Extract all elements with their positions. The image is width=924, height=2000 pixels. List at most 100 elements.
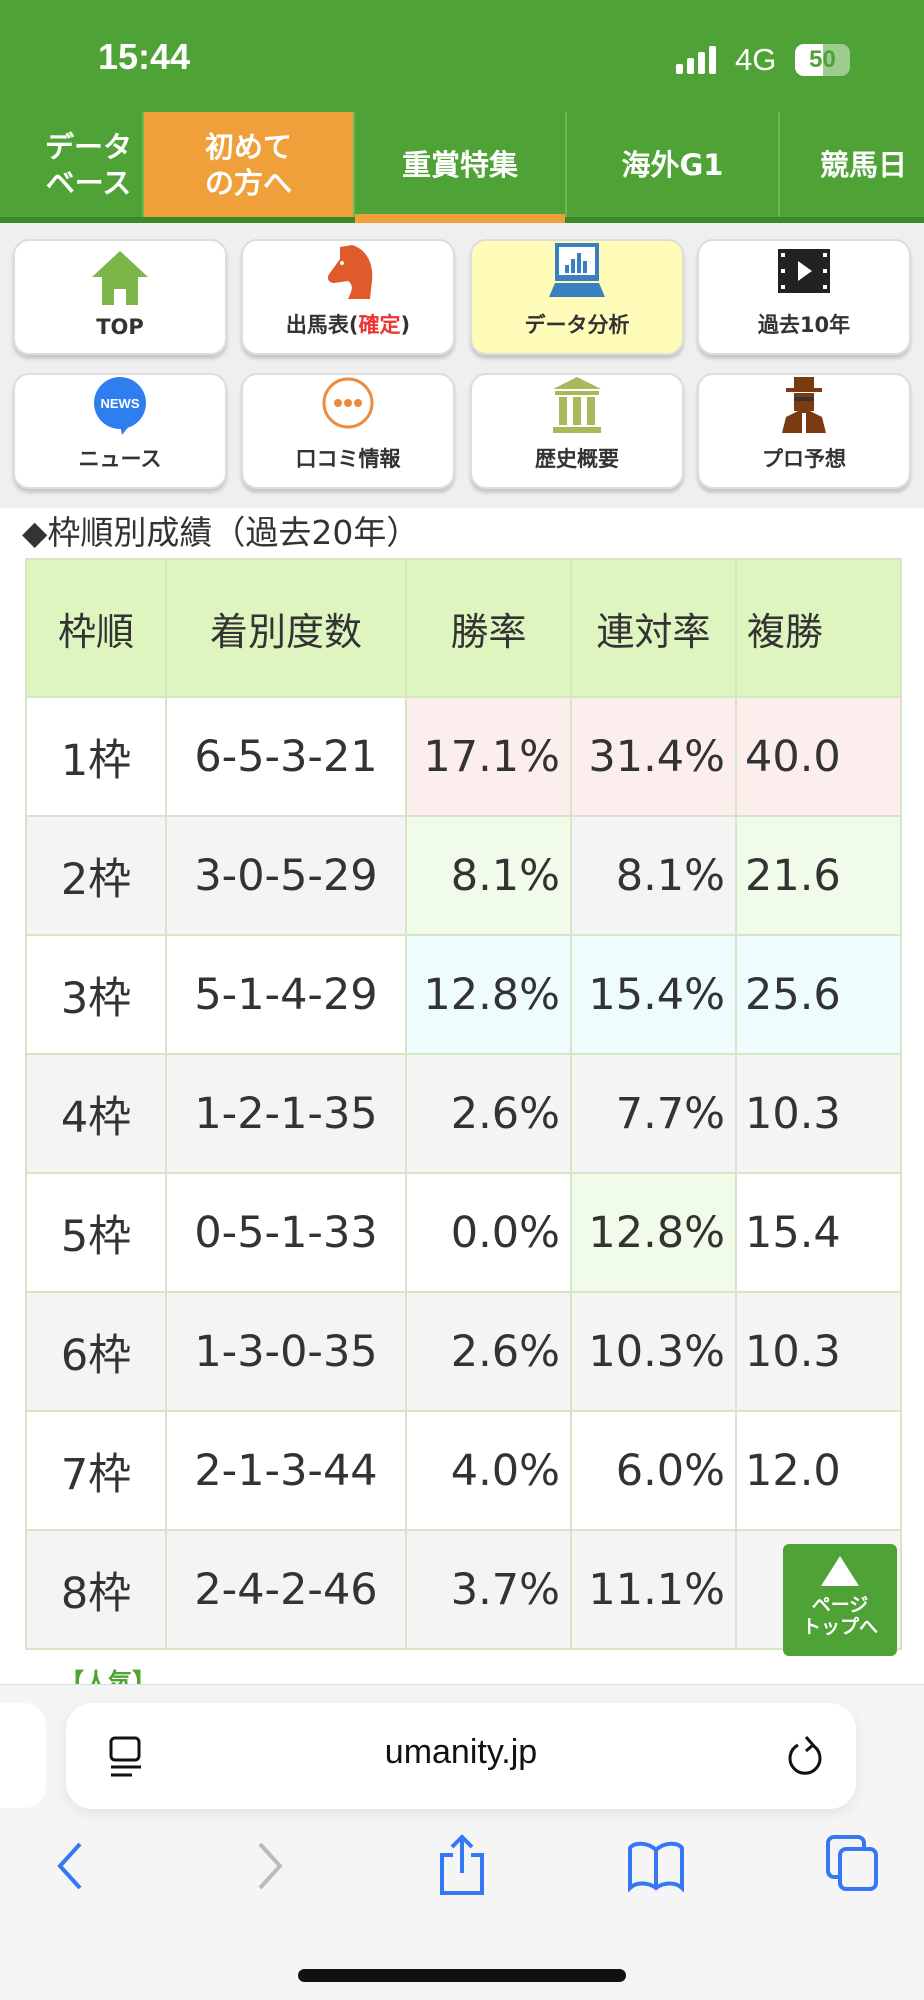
page-top-button[interactable]: ページ トップへ: [783, 1544, 897, 1656]
tab-graded-races[interactable]: 重賞特集: [355, 112, 567, 223]
previous-tab-bar[interactable]: [0, 1703, 46, 1808]
header-record: 着別度数: [165, 558, 407, 698]
label-main: 出馬表(: [285, 313, 359, 337]
url-text: umanity.jp: [384, 1733, 538, 1771]
cell-quinella-rate: 15.4%: [570, 934, 737, 1055]
cell-frame: 2枠: [25, 815, 167, 936]
battery-icon: 50: [795, 44, 850, 76]
news-bubble-icon: NEWS: [94, 377, 146, 435]
cell-place-rate: 10.3: [735, 1291, 902, 1412]
tab-label: 初めて の方へ: [204, 129, 292, 200]
tab-label: 重賞特集: [401, 147, 518, 182]
cell-win-rate: 3.7%: [405, 1529, 572, 1650]
page-top-label: ページ: [811, 1594, 869, 1616]
table-row: 3枠 5-1-4-29 12.8% 15.4% 25.6: [25, 934, 902, 1055]
cell-record: 1-3-0-35: [165, 1291, 407, 1412]
menu-top-button[interactable]: TOP: [13, 239, 227, 355]
menu-reviews-button[interactable]: 口コミ情報: [241, 373, 455, 489]
menu-entries-button[interactable]: 出馬表(確定): [241, 239, 455, 355]
tabs-icon[interactable]: [824, 1833, 880, 1893]
cell-record: 2-4-2-46: [165, 1529, 407, 1650]
tab-racing-calendar[interactable]: 競馬日: [780, 112, 924, 217]
news-icon-text: NEWS: [101, 396, 140, 411]
page-top-label: トップへ: [801, 1616, 878, 1638]
address-bar[interactable]: umanity.jp: [66, 1703, 856, 1809]
cell-win-rate: 4.0%: [405, 1410, 572, 1531]
museum-icon: [553, 377, 601, 433]
table-row: 2枠 3-0-5-29 8.1% 8.1% 21.6: [25, 815, 902, 936]
section-title: ◆枠順別成績（過去20年）: [22, 513, 420, 552]
home-indicator[interactable]: [298, 1969, 626, 1982]
label-confirmed: 確定: [358, 313, 401, 337]
label-end: ): [400, 313, 411, 337]
cell-record: 2-1-3-44: [165, 1410, 407, 1531]
tab-beginners[interactable]: 初めて の方へ: [144, 112, 355, 217]
cell-record: 1-2-1-35: [165, 1053, 407, 1174]
cell-quinella-rate: 31.4%: [570, 696, 737, 817]
tab-database[interactable]: データ ベース: [0, 112, 144, 217]
cell-frame: 8枠: [25, 1529, 167, 1650]
status-bar: 15:44 4G 50: [0, 0, 924, 112]
share-icon[interactable]: [436, 1833, 488, 1897]
house-icon: [92, 251, 148, 305]
menu-label: TOP: [96, 315, 144, 339]
table-row: 5枠 0-5-1-33 0.0% 12.8% 15.4: [25, 1172, 902, 1293]
header-place-rate: 複勝: [735, 558, 902, 698]
menu-past-10-years-button[interactable]: 過去10年: [697, 239, 911, 355]
cell-place-rate: 21.6: [735, 815, 902, 936]
cell-quinella-rate: 12.8%: [570, 1172, 737, 1293]
cell-frame: 1枠: [25, 696, 167, 817]
chat-bubble-icon: [322, 377, 374, 429]
cell-win-rate: 8.1%: [405, 815, 572, 936]
menu-label: ニュース: [78, 447, 162, 471]
menu-pro-picks-button[interactable]: プロ予想: [697, 373, 911, 489]
cell-place-rate: 15.4: [735, 1172, 902, 1293]
reload-icon[interactable]: [786, 1735, 826, 1779]
table-header-row: 枠順 着別度数 勝率 連対率 複勝: [25, 558, 902, 698]
clock: 15:44: [98, 36, 191, 77]
cell-win-rate: 2.6%: [405, 1053, 572, 1174]
header-win-rate: 勝率: [405, 558, 572, 698]
cell-frame: 3枠: [25, 934, 167, 1055]
menu-label: 歴史概要: [535, 447, 619, 471]
forward-icon[interactable]: [252, 1840, 288, 1892]
back-icon[interactable]: [52, 1840, 88, 1892]
menu-news-button[interactable]: NEWS ニュース: [13, 373, 227, 489]
cell-win-rate: 17.1%: [405, 696, 572, 817]
menu-data-analysis-button[interactable]: データ分析: [470, 239, 684, 355]
tab-overseas-g1[interactable]: 海外G1: [567, 112, 780, 217]
frame-stats-table[interactable]: 枠順 着別度数 勝率 連対率 複勝 1枠 6-5-3-21 17.1% 31.4% 40…: [25, 558, 902, 1650]
cell-quinella-rate: 11.1%: [570, 1529, 737, 1650]
menu-label: 出馬表(確定): [286, 309, 410, 339]
cell-place-rate: 25.6: [735, 934, 902, 1055]
menu-label: プロ予想: [762, 447, 846, 471]
bookmarks-icon[interactable]: [626, 1840, 686, 1892]
battery-level: 50: [809, 46, 836, 73]
table-row: 4枠 1-2-1-35 2.6% 7.7% 10.3: [25, 1053, 902, 1174]
header-frame: 枠順: [25, 558, 167, 698]
cell-frame: 4枠: [25, 1053, 167, 1174]
menu-history-button[interactable]: 歴史概要: [470, 373, 684, 489]
laptop-chart-icon: [549, 243, 605, 297]
table-row: 8枠 2-4-2-46 3.7% 11.1%: [25, 1529, 902, 1650]
detective-icon: [782, 377, 826, 433]
menu-grid: TOP 出馬表(確定) データ分析 過去10年 NEWS ニュース 口コミ情報 …: [0, 223, 924, 508]
cell-quinella-rate: 6.0%: [570, 1410, 737, 1531]
network-type: 4G: [735, 42, 777, 77]
cell-record: 0-5-1-33: [165, 1172, 407, 1293]
cell-place-rate: 10.3: [735, 1053, 902, 1174]
table-row: 7枠 2-1-3-44 4.0% 6.0% 12.0: [25, 1410, 902, 1531]
cell-place-rate: 12.0: [735, 1410, 902, 1531]
menu-label: 過去10年: [757, 313, 851, 337]
reader-icon: [109, 1736, 141, 1777]
cell-frame: 6枠: [25, 1291, 167, 1412]
table-row: 1枠 6-5-3-21 17.1% 31.4% 40.0: [25, 696, 902, 817]
cell-win-rate: 0.0%: [405, 1172, 572, 1293]
menu-label: データ分析: [524, 313, 630, 337]
video-icon: [778, 249, 830, 293]
cell-quinella-rate: 10.3%: [570, 1291, 737, 1412]
menu-label: 口コミ情報: [295, 447, 401, 471]
browser-toolbar: umanity.jp: [0, 1684, 924, 2000]
cell-win-rate: 2.6%: [405, 1291, 572, 1412]
cell-frame: 7枠: [25, 1410, 167, 1531]
